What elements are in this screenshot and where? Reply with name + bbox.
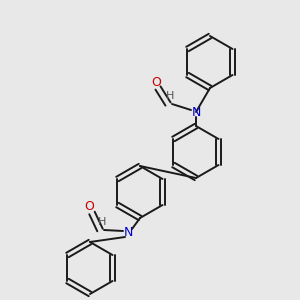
Text: O: O [151,76,161,88]
Text: O: O [84,200,94,214]
Text: N: N [191,106,201,118]
Text: H: H [166,91,174,101]
Text: N: N [123,226,133,238]
Text: H: H [98,217,106,227]
